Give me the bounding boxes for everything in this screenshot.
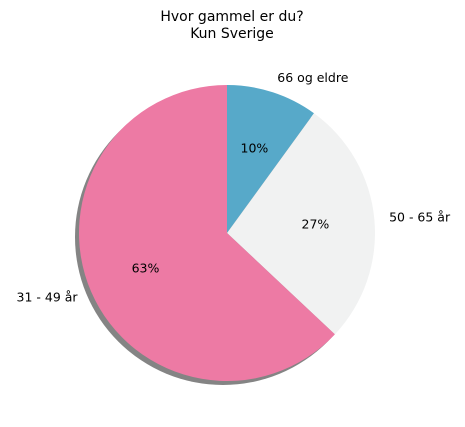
- pie-slice-label-2: 31 - 49 år: [17, 290, 79, 305]
- pie-slice-2: [79, 85, 335, 381]
- pie-labels: 10% 66 og eldre 27% 50 - 65 år 63% 31 - 49 år: [17, 70, 451, 304]
- chart-title: Hvor gammel er du?: [160, 9, 303, 25]
- pie-slice-0: [227, 85, 314, 233]
- pie-slice-percent-0: 10%: [241, 141, 269, 156]
- pie-slice-percent-1: 27%: [302, 217, 330, 232]
- pie-slice-percent-2: 63%: [132, 260, 160, 275]
- pie-slice-label-0: 66 og eldre: [277, 70, 348, 85]
- pie-slice-label-1: 50 - 65 år: [389, 210, 451, 225]
- chart-subtitle: Kun Sverige: [190, 26, 274, 42]
- pie-slices: [79, 85, 375, 381]
- pie-slice-1: [227, 113, 375, 335]
